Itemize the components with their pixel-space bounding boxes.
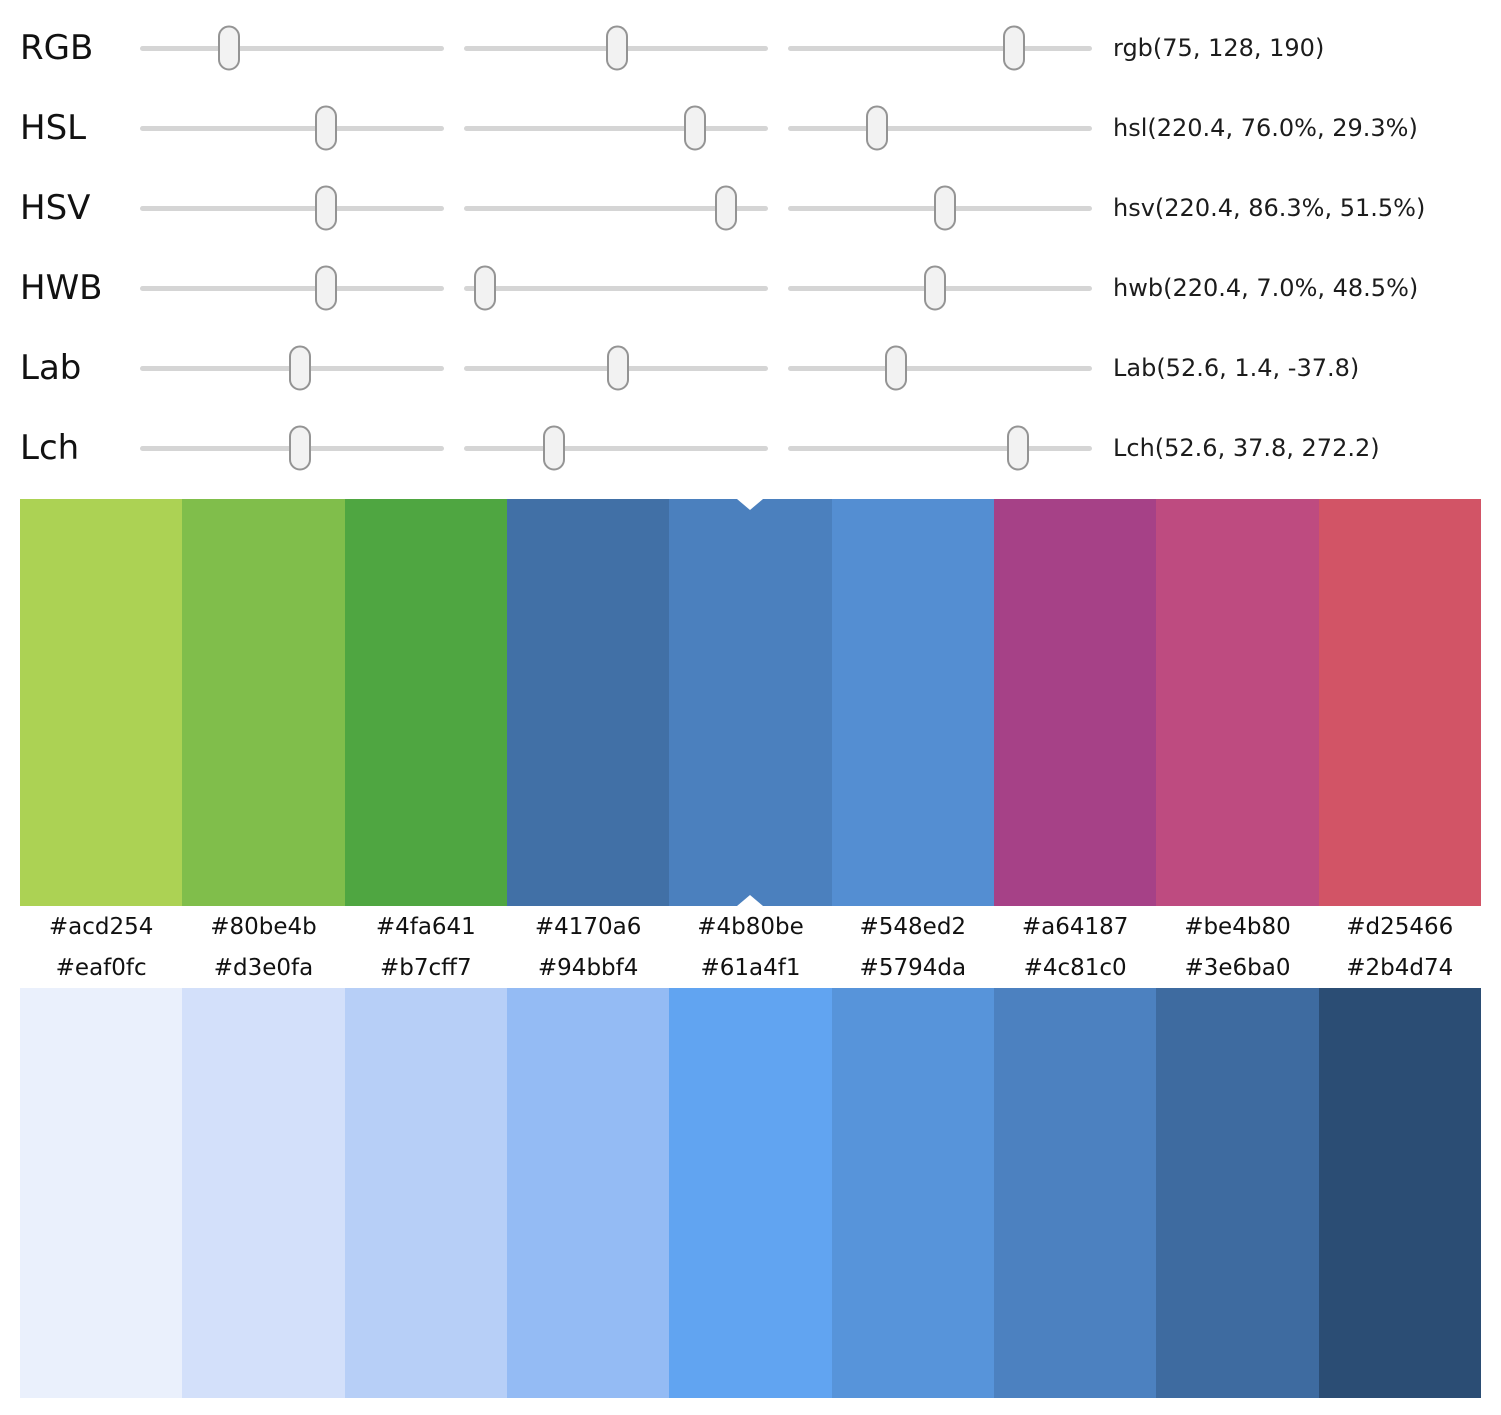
scale-swatch-6[interactable] — [831, 988, 994, 1398]
harmony-hex-labels: #acd254 #80be4b #4fa641 #4170a6 #4b80be … — [20, 906, 1481, 948]
harmony-swatch-1[interactable] — [20, 499, 183, 906]
scale-hex-label-6: #5794da — [859, 955, 967, 981]
scale-hex-labels: #eaf0fc #d3e0fa #b7cff7 #94bbf4 #61a4f1 … — [20, 948, 1481, 988]
hwb-b-slider-thumb[interactable] — [924, 265, 947, 311]
harmony-swatch-4[interactable] — [506, 499, 670, 906]
lch-l-slider[interactable] — [140, 425, 444, 471]
hsv-h-slider[interactable] — [140, 185, 444, 231]
row-label-lab: Lab — [20, 348, 82, 388]
hwb-w-slider[interactable] — [464, 265, 768, 311]
scale-strip — [20, 988, 1481, 1398]
slider-row-lab: Lab Lab(52.6, 1.4, -37.8) — [20, 328, 1501, 408]
scale-hex-label-7: #4c81c0 — [1023, 955, 1127, 981]
harmony-hex-label-4: #4170a6 — [534, 914, 642, 940]
row-label-hwb: HWB — [20, 268, 103, 308]
row-label-hsv: HSV — [20, 188, 91, 228]
scale-swatch-2[interactable] — [182, 988, 345, 1398]
hwb-h-slider[interactable] — [140, 265, 444, 311]
lab-b-slider[interactable] — [788, 345, 1092, 391]
rgb-r-slider[interactable] — [140, 25, 444, 71]
selected-color-marker-top-icon — [737, 499, 764, 510]
row-label-lch: Lch — [20, 428, 80, 468]
scale-hex-label-4: #94bbf4 — [537, 955, 639, 981]
scale-hex-label-9: #2b4d74 — [1346, 955, 1454, 981]
selected-color-marker-bottom-icon — [737, 895, 764, 906]
lab-value-readout: Lab(52.6, 1.4, -37.8) — [1113, 354, 1360, 382]
harmony-hex-label-2: #80be4b — [210, 914, 317, 940]
hwb-h-slider-thumb[interactable] — [315, 265, 338, 311]
hsv-s-slider[interactable] — [464, 185, 768, 231]
hsl-s-slider-thumb[interactable] — [684, 105, 707, 151]
lch-h-slider[interactable] — [788, 425, 1092, 471]
scale-swatch-3[interactable] — [344, 988, 507, 1398]
harmony-swatch-7[interactable] — [993, 499, 1157, 906]
lch-l-slider-thumb[interactable] — [288, 425, 311, 471]
slider-row-lch: Lch Lch(52.6, 37.8, 272.2) — [20, 408, 1501, 488]
harmony-hex-label-5: #4b80be — [697, 914, 804, 940]
harmony-strip — [20, 499, 1481, 906]
scale-swatch-4[interactable] — [506, 988, 670, 1398]
rgb-b-slider-thumb[interactable] — [1003, 25, 1026, 71]
harmony-swatch-8[interactable] — [1156, 499, 1319, 906]
slider-row-hwb: HWB hwb(220.4, 7.0%, 48.5%) — [20, 248, 1501, 328]
lab-b-slider-thumb[interactable] — [884, 345, 907, 391]
hsv-value-readout: hsv(220.4, 86.3%, 51.5%) — [1113, 194, 1426, 222]
hwb-w-slider-thumb[interactable] — [474, 265, 497, 311]
harmony-swatch-9[interactable] — [1318, 499, 1481, 906]
scale-swatch-5[interactable] — [669, 988, 832, 1398]
hsv-s-slider-thumb[interactable] — [715, 185, 738, 231]
lab-a-slider-thumb[interactable] — [607, 345, 630, 391]
hsl-h-slider-thumb[interactable] — [315, 105, 338, 151]
color-sliders-panel: RGB rgb(75, 128, 190) HSL hsl(220.4, 76.… — [0, 0, 1501, 488]
scale-swatch-9[interactable] — [1318, 988, 1481, 1398]
harmony-swatch-6[interactable] — [831, 499, 994, 906]
lch-c-slider-thumb[interactable] — [542, 425, 565, 471]
hsl-s-slider[interactable] — [464, 105, 768, 151]
scale-swatch-1[interactable] — [20, 988, 183, 1398]
slider-row-hsv: HSV hsv(220.4, 86.3%, 51.5%) — [20, 168, 1501, 248]
lab-l-slider-thumb[interactable] — [288, 345, 311, 391]
hwb-b-slider[interactable] — [788, 265, 1092, 311]
row-label-hsl: HSL — [20, 108, 87, 148]
rgb-value-readout: rgb(75, 128, 190) — [1113, 34, 1325, 62]
hsv-h-slider-thumb[interactable] — [315, 185, 338, 231]
rgb-b-slider[interactable] — [788, 25, 1092, 71]
harmony-hex-label-8: #be4b80 — [1184, 914, 1291, 940]
harmony-swatch-5-selected[interactable] — [669, 499, 832, 906]
scale-hex-label-5: #61a4f1 — [700, 955, 801, 981]
hsl-value-readout: hsl(220.4, 76.0%, 29.3%) — [1113, 114, 1418, 142]
hsl-l-slider-thumb[interactable] — [866, 105, 889, 151]
lab-l-slider[interactable] — [140, 345, 444, 391]
slider-row-rgb: RGB rgb(75, 128, 190) — [20, 8, 1501, 88]
harmony-hex-label-6: #548ed2 — [859, 914, 967, 940]
harmony-hex-label-3: #4fa641 — [375, 914, 476, 940]
scale-hex-label-1: #eaf0fc — [55, 955, 147, 981]
scale-hex-label-8: #3e6ba0 — [1184, 955, 1291, 981]
harmony-swatch-3[interactable] — [344, 499, 507, 906]
hsv-v-slider-thumb[interactable] — [933, 185, 956, 231]
harmony-hex-label-9: #d25466 — [1346, 914, 1454, 940]
lch-c-slider[interactable] — [464, 425, 768, 471]
palettes: #acd254 #80be4b #4fa641 #4170a6 #4b80be … — [0, 499, 1501, 1398]
lch-value-readout: Lch(52.6, 37.8, 272.2) — [1113, 434, 1380, 462]
slider-row-hsl: HSL hsl(220.4, 76.0%, 29.3%) — [20, 88, 1501, 168]
hsv-v-slider[interactable] — [788, 185, 1092, 231]
rgb-g-slider-thumb[interactable] — [605, 25, 628, 71]
scale-hex-label-3: #b7cff7 — [380, 955, 472, 981]
scale-swatch-8[interactable] — [1156, 988, 1319, 1398]
lab-a-slider[interactable] — [464, 345, 768, 391]
scale-hex-label-2: #d3e0fa — [213, 955, 314, 981]
lch-h-slider-thumb[interactable] — [1006, 425, 1029, 471]
harmony-swatch-2[interactable] — [182, 499, 345, 906]
scale-swatch-7[interactable] — [993, 988, 1157, 1398]
row-label-rgb: RGB — [20, 28, 94, 68]
hsl-h-slider[interactable] — [140, 105, 444, 151]
hwb-value-readout: hwb(220.4, 7.0%, 48.5%) — [1113, 274, 1419, 302]
hsl-l-slider[interactable] — [788, 105, 1092, 151]
rgb-g-slider[interactable] — [464, 25, 768, 71]
rgb-r-slider-thumb[interactable] — [218, 25, 241, 71]
harmony-hex-label-1: #acd254 — [48, 914, 154, 940]
harmony-hex-label-7: #a64187 — [1021, 914, 1129, 940]
